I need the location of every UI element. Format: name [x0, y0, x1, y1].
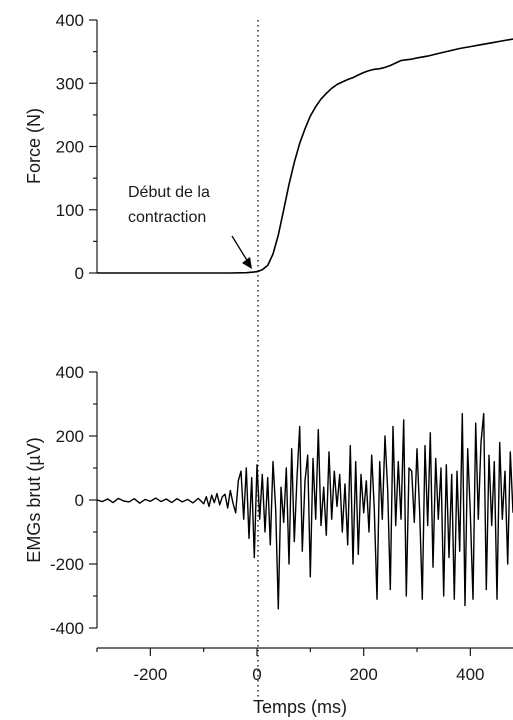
x-tick-label-400: 400 [456, 665, 484, 684]
emg-series-line [96, 412, 513, 610]
emg-y-ticks: -400 -200 0 200 400 [50, 363, 97, 638]
force-panel: 0 100 200 300 400 Force (N) Début de la cont… [24, 11, 513, 283]
force-y-tick-label-300: 300 [56, 74, 84, 93]
x-tick-label-0: 0 [252, 665, 261, 684]
onset-annotation-line-2: contraction [128, 209, 206, 226]
force-series-line [97, 38, 513, 274]
force-y-tick-label-100: 100 [56, 201, 84, 220]
x-tick-label-200: 200 [349, 665, 377, 684]
emg-y-tick-label-200: 200 [56, 427, 84, 446]
force-y-tick-label-400: 400 [56, 11, 84, 30]
emg-y-tick-label--400: -400 [50, 619, 84, 638]
onset-annotation-line-1: Début de la [128, 184, 210, 201]
force-y-tick-label-0: 0 [75, 264, 84, 283]
x-ticks: -200 0 200 400 [96, 648, 485, 684]
force-y-tick-label-200: 200 [56, 138, 84, 157]
emg-y-tick-label--200: -200 [50, 555, 84, 574]
x-axis: -200 0 200 400 Temps (ms) [96, 647, 513, 717]
emg-y-tick-label-0: 0 [75, 491, 84, 510]
emg-y-tick-label-400: 400 [56, 363, 84, 382]
emg-panel: -400 -200 0 200 400 EMGs brut (µV) [24, 363, 513, 638]
onset-annotation-arrow [231, 235, 252, 269]
force-y-axis-label: Force (N) [24, 108, 44, 184]
emg-y-axis-label: EMGs brut (µV) [24, 437, 44, 562]
x-axis-label: Temps (ms) [253, 697, 347, 717]
force-y-ticks: 0 100 200 300 400 [56, 11, 97, 283]
x-tick-label--200: -200 [133, 665, 167, 684]
